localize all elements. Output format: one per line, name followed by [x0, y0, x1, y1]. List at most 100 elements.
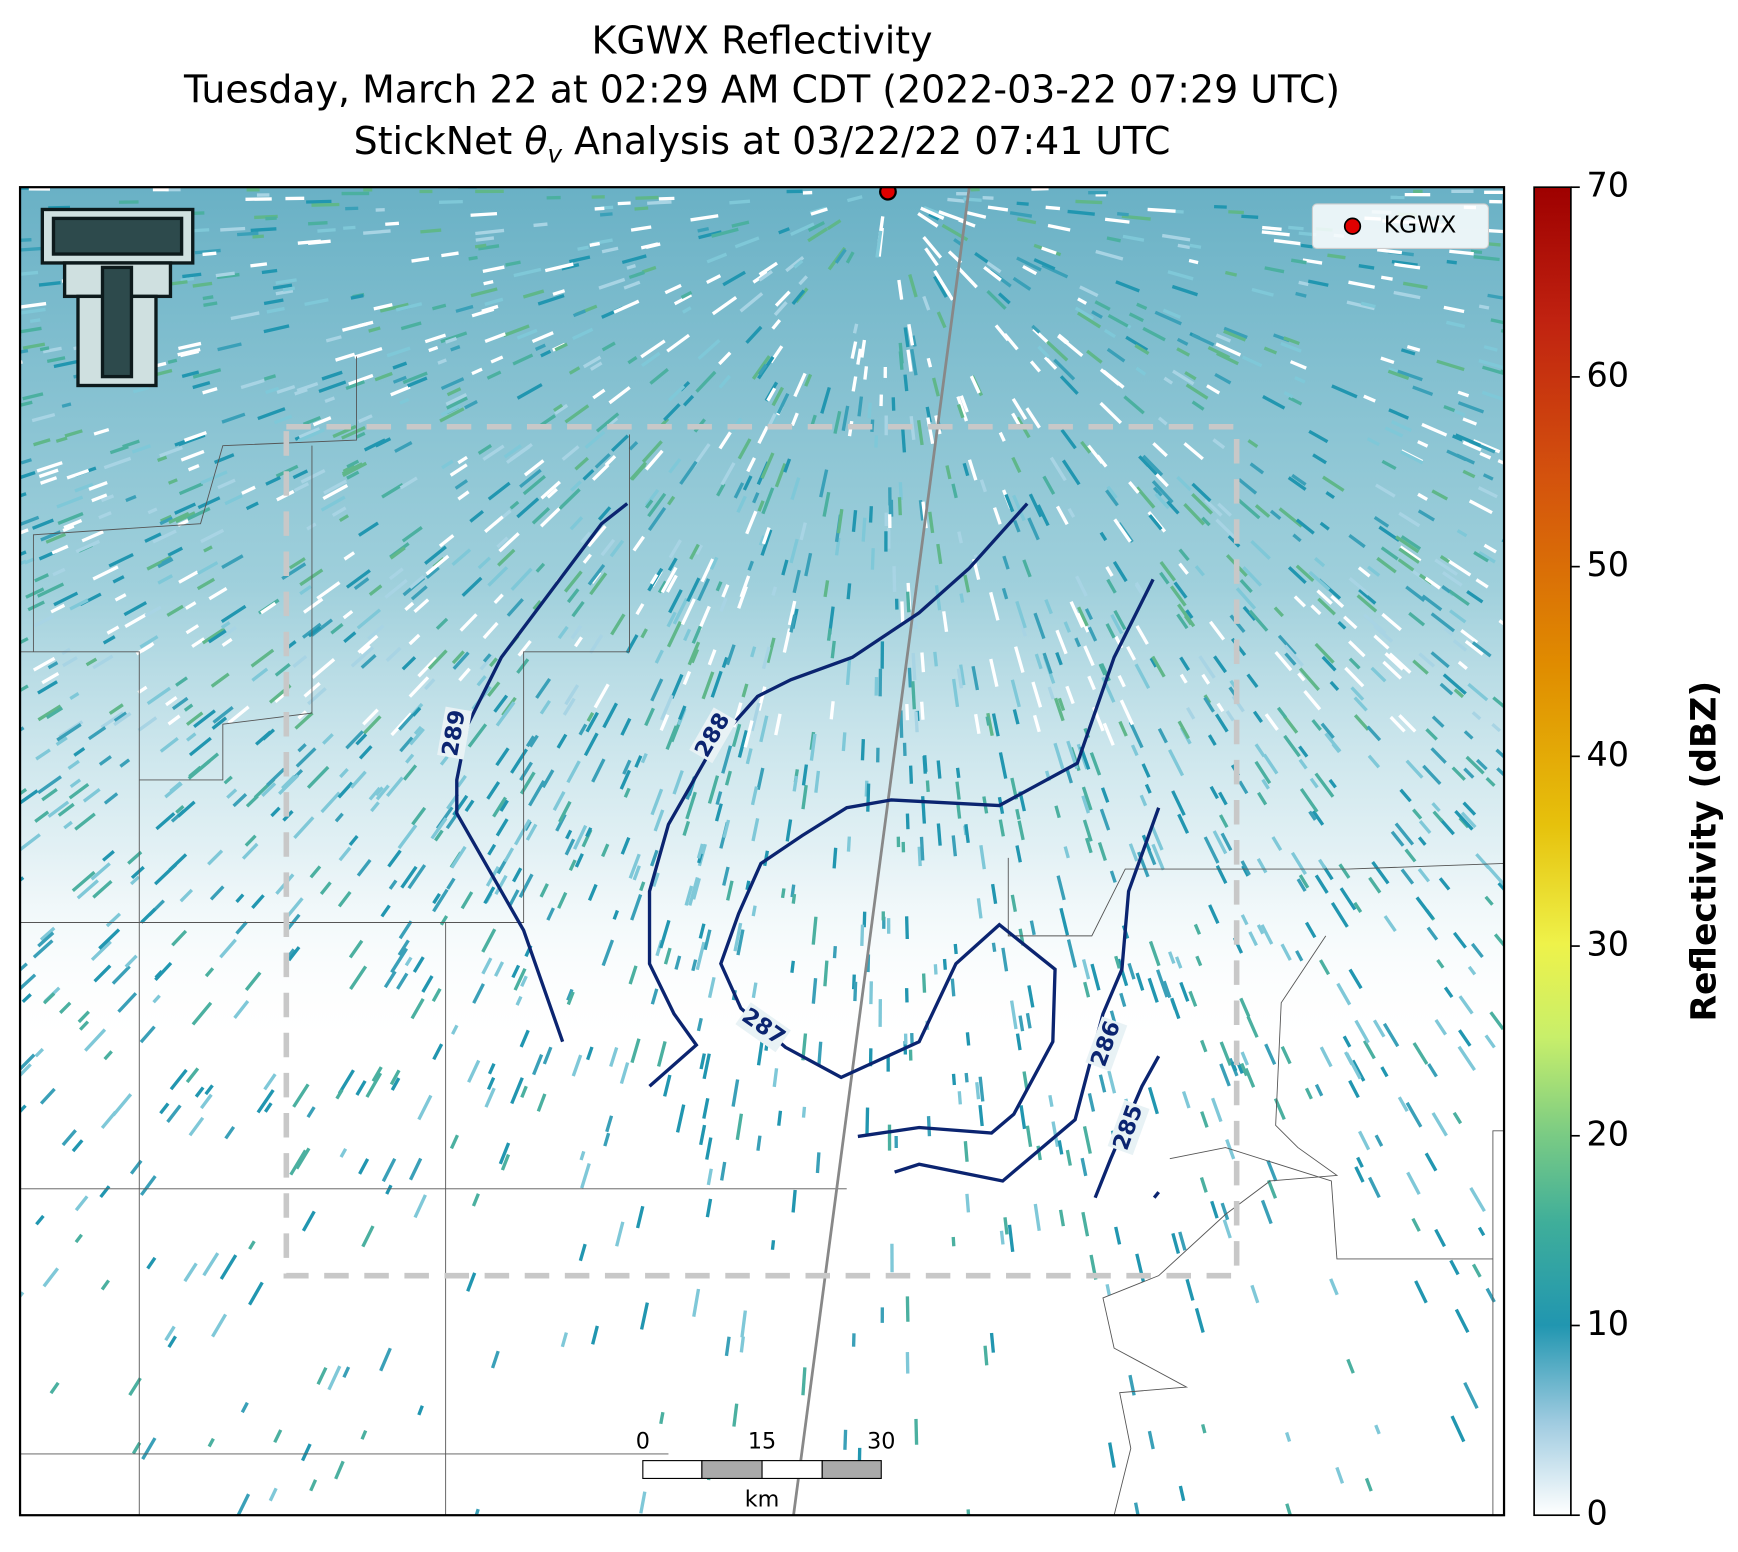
radar-echo [425, 554, 450, 576]
contour-label-bg [735, 1002, 791, 1053]
radar-echo [261, 268, 278, 275]
scale-tick-label: 30 [867, 1428, 895, 1454]
radar-echo [663, 403, 681, 422]
radar-echo [174, 502, 197, 515]
radar-echo [1397, 1096, 1409, 1113]
radar-echo [560, 1332, 568, 1348]
radar-echo [408, 1157, 423, 1181]
radar-echo [705, 1137, 713, 1160]
radar-echo [1063, 621, 1071, 633]
radar-echo [917, 212, 939, 228]
radar-echo [1368, 876, 1382, 894]
radar-echo [682, 820, 691, 837]
radar-echo [664, 283, 682, 295]
radar-echo [561, 263, 580, 271]
radar-echo [737, 438, 752, 460]
radar-echo [956, 404, 965, 419]
radar-echo [1128, 312, 1144, 323]
radar-echo [910, 1032, 914, 1046]
radar-echo [856, 348, 863, 365]
radar-echo [1025, 407, 1041, 429]
radar-echo [486, 370, 502, 380]
radar-echo [522, 474, 546, 496]
county-lines [20, 356, 1505, 1516]
radar-echo [1362, 613, 1387, 635]
radar-echo [897, 279, 904, 300]
radar-echo [1466, 590, 1484, 604]
radar-echo [1280, 1045, 1292, 1065]
radar-echo [1240, 860, 1251, 876]
radar-echo [411, 256, 430, 263]
radar-echo [1204, 498, 1223, 517]
radar-echo [1285, 1503, 1293, 1516]
county-line [1492, 1130, 1505, 1516]
radar-echo [1077, 297, 1088, 305]
radar-echo [721, 745, 733, 774]
radar-echo [124, 613, 147, 629]
radar-echo [390, 1077, 401, 1091]
radar-echo [1292, 533, 1302, 543]
radar-echo [1295, 518, 1315, 535]
radar-echo [202, 251, 217, 257]
radar-echo [71, 1139, 84, 1153]
radar-echo [185, 1067, 200, 1084]
radar-echo [698, 923, 706, 939]
radar-echo [20, 348, 29, 358]
radar-echo [523, 459, 545, 477]
radar-echo [1110, 613, 1124, 635]
radar-echo [1049, 456, 1067, 482]
radar-echo [722, 270, 746, 287]
radar-echo [801, 764, 809, 786]
radar-echo [1319, 1046, 1333, 1068]
radar-echo [287, 640, 297, 649]
radar-echo [598, 277, 626, 290]
radar-echo [1199, 1177, 1208, 1193]
radar-echo [1451, 189, 1474, 194]
radar-echo [1074, 637, 1082, 648]
radar-echo [857, 396, 864, 417]
radar-echo [923, 206, 946, 218]
radar-echo [1438, 877, 1451, 891]
radar-echo [563, 570, 583, 593]
radar-echo [817, 1041, 823, 1067]
radar-echo [1283, 644, 1304, 667]
radar-echo [924, 247, 939, 267]
radar-echo [306, 1106, 316, 1119]
radar-echo [476, 675, 487, 687]
radar-echo [451, 650, 465, 665]
radar-echo [1159, 571, 1170, 585]
radar-echo [1295, 564, 1315, 583]
radar-echo [1449, 1259, 1460, 1276]
radar-echo [1432, 810, 1444, 823]
radar-echo [698, 230, 722, 240]
radar-echo [663, 947, 672, 965]
radar-echo [1503, 225, 1505, 231]
radar-echo [435, 617, 449, 630]
radar-echo [767, 413, 777, 427]
radar-echo [20, 789, 39, 809]
radar-echo [1003, 1217, 1009, 1235]
radar-echo [1105, 566, 1114, 577]
radar-echo [397, 939, 410, 956]
radar-echo [1482, 365, 1505, 376]
radar-echo [1022, 1071, 1029, 1091]
radar-echo [568, 859, 577, 872]
radar-echo [1264, 1043, 1277, 1066]
radar-echo [1380, 356, 1395, 365]
radar-echo [103, 456, 132, 470]
radar-echo [1178, 562, 1189, 575]
radar-echo [587, 525, 607, 548]
radar-echo [619, 769, 631, 790]
radar-echo [175, 676, 188, 687]
radar-echo [1139, 794, 1148, 807]
radar-echo [185, 711, 204, 726]
radar-echo [439, 199, 463, 204]
radar-echo [1135, 972, 1145, 991]
radar-echo [1094, 300, 1111, 311]
radar-echo [1015, 845, 1022, 863]
radar-echo [1148, 514, 1163, 531]
radar-echo [1283, 336, 1300, 346]
radar-echo [245, 197, 272, 201]
radar-echo [1319, 521, 1330, 531]
